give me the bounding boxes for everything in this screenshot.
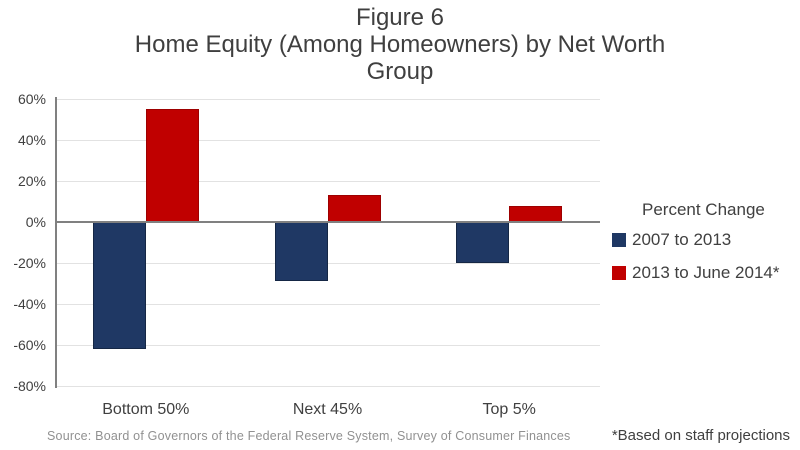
y-axis-tick-label: -80% (13, 378, 46, 394)
gridline--20% (55, 263, 600, 264)
y-axis-tick-label: 0% (25, 214, 46, 230)
y-axis-tick-label: -60% (13, 337, 46, 353)
y-axis-line (55, 97, 57, 388)
chart-title-line2: Home Equity (Among Homeowners) by Net Wo… (134, 31, 666, 58)
legend-swatch-red (612, 266, 626, 280)
legend-label: 2013 to June 2014* (632, 263, 780, 282)
bar-bottom50-series1 (145, 109, 199, 222)
chart-legend: Percent Change 2007 to 2013 2013 to June… (612, 200, 800, 296)
bar-bottom50-series0 (92, 222, 146, 350)
bar-top5-series0 (456, 222, 510, 263)
legend-label: 2007 to 2013 (632, 230, 732, 249)
legend-item-2013-june2014: 2013 to June 2014* (612, 263, 800, 283)
y-axis-tick-label: 20% (17, 173, 46, 189)
chart-title-line1: Figure 6 (355, 4, 445, 31)
gridline-40% (55, 140, 600, 141)
x-axis-category-label: Top 5% (482, 401, 536, 418)
bar-next45-series0 (274, 222, 328, 282)
y-axis-tick-label: -40% (13, 296, 46, 312)
legend-title: Percent Change (642, 200, 765, 219)
gridline-20% (55, 181, 600, 182)
chart-title-line3: Group (366, 58, 434, 85)
footnote-staff-projections: *Based on staff projections (611, 427, 790, 444)
source-note: Source: Board of Governors of the Federa… (47, 429, 571, 443)
gridline--60% (55, 345, 600, 346)
gridline-60% (55, 99, 600, 100)
gridline--80% (55, 386, 600, 387)
x-axis-zero-line (55, 221, 600, 223)
x-axis-category-label: Next 45% (292, 401, 363, 418)
legend-item-2007-2013: 2007 to 2013 (612, 230, 800, 250)
y-axis-tick-label: 40% (17, 132, 46, 148)
x-axis-category-label: Bottom 50% (102, 401, 190, 418)
y-axis-tick-label: -20% (13, 255, 46, 271)
legend-swatch-navy (612, 233, 626, 247)
gridline--40% (55, 304, 600, 305)
bar-top5-series1 (509, 205, 563, 222)
chart-title: Figure 6 Home Equity (Among Homeowners) … (0, 4, 800, 85)
y-axis-tick-label: 60% (17, 91, 46, 107)
bar-next45-series1 (327, 195, 381, 222)
